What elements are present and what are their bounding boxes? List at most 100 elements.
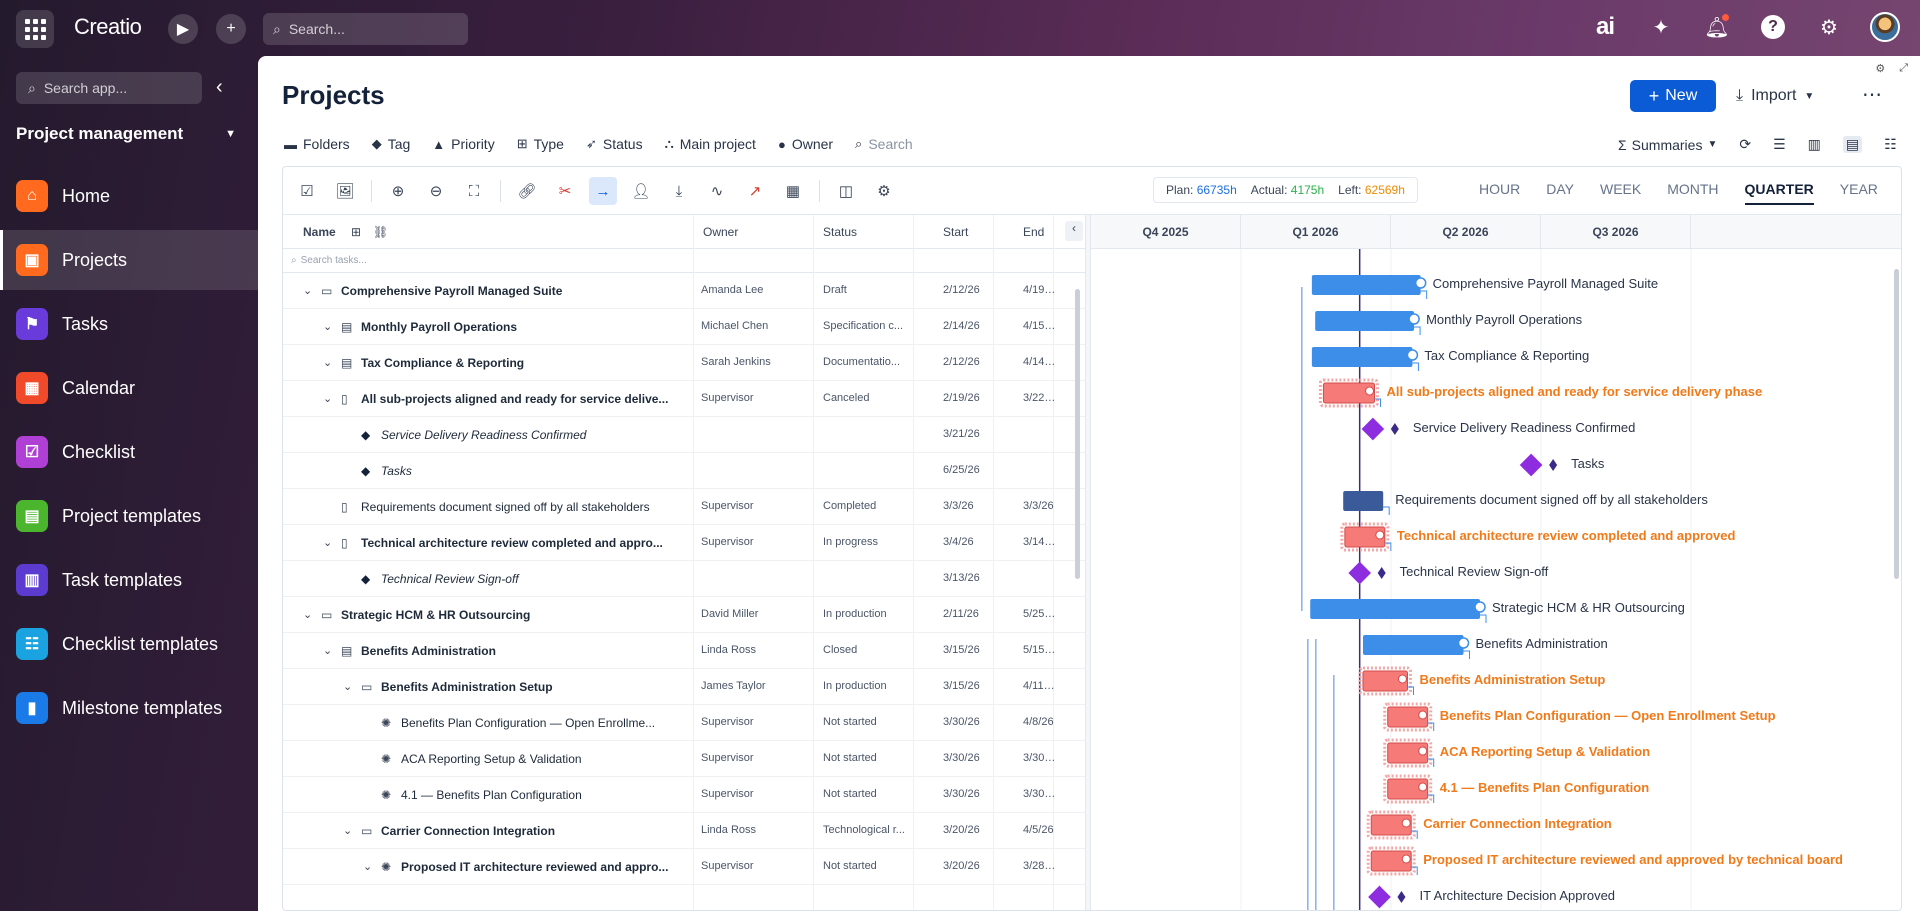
- milestone-diamond[interactable]: [1348, 561, 1371, 585]
- table-row[interactable]: ⌄ ▤ Monthly Payroll Operations Michael Chen…: [283, 309, 1085, 345]
- table-row[interactable]: ✺ ACA Reporting Setup & Validation Supervi…: [283, 741, 1085, 777]
- filter-priority[interactable]: ▲ Priority: [432, 136, 494, 152]
- link-handle[interactable]: [1365, 386, 1375, 396]
- milestone-diamond[interactable]: [1361, 417, 1385, 441]
- chevron-down-icon[interactable]: ⌄: [303, 609, 313, 621]
- table-row[interactable]: ⌄ ▤ Benefits Administration Linda Ross Close…: [283, 633, 1085, 669]
- gantt-bar-blue[interactable]: Tax Compliance & Reporting: [1311, 347, 1589, 371]
- sidebar-item-tasks[interactable]: ⚑ Tasks: [0, 294, 258, 354]
- gantt-bar-red[interactable]: Benefits Administration Setup: [1358, 666, 1605, 696]
- filter-folders[interactable]: ▬ Folders: [284, 136, 350, 152]
- milestone-diamond[interactable]: [1368, 885, 1391, 909]
- task-name[interactable]: Tax Compliance & Reporting: [361, 356, 525, 370]
- workspace-selector[interactable]: Project management ▼: [16, 124, 236, 144]
- link-handle[interactable]: [1474, 601, 1486, 613]
- chevron-down-icon[interactable]: ⌄: [323, 321, 333, 333]
- task-name[interactable]: Benefits Administration: [361, 644, 496, 658]
- bar-rect[interactable]: [1311, 275, 1421, 295]
- more-actions-button[interactable]: ⋯: [1862, 82, 1882, 107]
- notifications-button[interactable]: 🔔︎: [1702, 12, 1732, 42]
- ai-assistant-button[interactable]: ai: [1590, 12, 1620, 42]
- link-handle[interactable]: [1375, 530, 1385, 540]
- fit-screen-icon[interactable]: ⛶: [468, 182, 480, 200]
- quick-add-button[interactable]: +: [216, 14, 246, 44]
- add-column-icon[interactable]: ⊞: [351, 225, 362, 239]
- baseline-icon[interactable]: ▦: [785, 183, 801, 200]
- table-row[interactable]: ✺ 4.1 — Benefits Plan Configuration Superv…: [283, 777, 1085, 813]
- expand-icon[interactable]: ⤢: [1899, 62, 1908, 74]
- filter-type[interactable]: ⊞ Type: [517, 136, 564, 152]
- gantt-bar-blue[interactable]: Strategic HCM & HR Outsourcing: [1310, 599, 1685, 623]
- assign-owner-icon[interactable]: 👤︎: [631, 183, 651, 200]
- table-row[interactable]: ⌄ ▭ Carrier Connection Integration Linda Ro…: [283, 813, 1085, 849]
- filter-main-project[interactable]: ⛬ Main project: [665, 136, 756, 152]
- table-row[interactable]: ⌄ ▤ Tax Compliance & Reporting Sarah Jenkin…: [283, 345, 1085, 381]
- gantt-bar-red[interactable]: All sub-projects aligned and ready for s…: [1318, 378, 1762, 408]
- chevron-down-icon[interactable]: ⌄: [343, 825, 353, 837]
- bar-rect[interactable]: [1387, 742, 1429, 764]
- bar-rect[interactable]: [1344, 526, 1386, 548]
- columns-icon[interactable]: ◫: [838, 183, 854, 200]
- chevron-down-icon[interactable]: ⌄: [343, 681, 353, 693]
- sidebar-item-milestone-templates[interactable]: ▮ Milestone templates: [0, 678, 258, 738]
- chart-scrollbar[interactable]: [1894, 269, 1899, 579]
- import-button[interactable]: ⤓ Import ▼: [1736, 80, 1814, 112]
- column-end[interactable]: End: [1023, 225, 1045, 239]
- gantt-bar-red[interactable]: Technical architecture review completed …: [1340, 522, 1736, 552]
- table-row[interactable]: ◆ Service Delivery Readiness Confirmed 3/2…: [283, 417, 1085, 453]
- filter-tag[interactable]: ◆ Tag: [372, 136, 411, 152]
- task-name[interactable]: Tasks: [381, 464, 412, 478]
- select-all-icon[interactable]: ☑: [300, 183, 314, 200]
- checklist-view-icon[interactable]: ☷: [1884, 136, 1897, 152]
- table-row[interactable]: ◆ Technical Review Sign-off 3/13/26: [283, 561, 1085, 597]
- chart-view-icon[interactable]: ▥: [1807, 136, 1821, 152]
- filter-status[interactable]: ➶ Status: [586, 136, 643, 152]
- export-image-icon[interactable]: 🖼︎: [335, 183, 355, 200]
- bar-rect[interactable]: [1387, 778, 1429, 800]
- bar-rect[interactable]: [1315, 311, 1415, 331]
- gantt-view-icon[interactable]: ▤: [1842, 136, 1863, 153]
- gantt-settings-icon[interactable]: ⚙: [877, 183, 891, 200]
- link-handle[interactable]: [1401, 854, 1411, 864]
- list-view-icon[interactable]: ☰: [1773, 136, 1786, 152]
- scale-year[interactable]: YEAR: [1839, 181, 1878, 197]
- app-launcher-button[interactable]: [16, 10, 54, 48]
- trend-icon[interactable]: ↗: [748, 183, 762, 200]
- task-name[interactable]: Service Delivery Readiness Confirmed: [381, 428, 587, 442]
- gantt-bar-red[interactable]: Proposed IT architecture reviewed and ap…: [1366, 846, 1843, 876]
- column-name[interactable]: Name: [303, 225, 336, 239]
- bar-rect[interactable]: [1370, 850, 1412, 872]
- arrow-right-icon[interactable]: →: [589, 177, 617, 205]
- zoom-in-icon[interactable]: ⊕: [391, 183, 405, 200]
- link-handle[interactable]: [1401, 818, 1411, 828]
- scale-month[interactable]: MONTH: [1667, 181, 1719, 197]
- chevron-down-icon[interactable]: ⌄: [363, 861, 373, 873]
- summaries-button[interactable]: Σ Summaries ▼: [1618, 137, 1717, 153]
- task-name[interactable]: Monthly Payroll Operations: [361, 320, 518, 334]
- new-button[interactable]: + New: [1630, 80, 1716, 112]
- chevron-down-icon[interactable]: ⌄: [323, 645, 333, 657]
- collapse-sidebar-button[interactable]: ‹: [216, 76, 223, 99]
- run-process-button[interactable]: ▶: [168, 14, 198, 44]
- sidebar-item-projects[interactable]: ▣ Projects: [0, 230, 258, 290]
- gantt-bar-milestone[interactable]: Service Delivery Readiness Confirmed: [1361, 417, 1636, 441]
- task-name[interactable]: ACA Reporting Setup & Validation: [401, 752, 582, 766]
- column-status[interactable]: Status: [823, 225, 858, 239]
- link-handle[interactable]: [1414, 277, 1427, 289]
- bar-rect[interactable]: [1362, 670, 1408, 692]
- task-name[interactable]: Comprehensive Payroll Managed Suite: [341, 284, 563, 298]
- milestone-diamond[interactable]: [1519, 453, 1543, 477]
- scale-day[interactable]: DAY: [1546, 181, 1574, 197]
- link-handle[interactable]: [1418, 710, 1428, 720]
- link-handle[interactable]: [1406, 349, 1419, 361]
- task-name[interactable]: 4.1 — Benefits Plan Configuration: [401, 788, 582, 802]
- scale-quarter[interactable]: QUARTER: [1744, 181, 1814, 205]
- filter-search[interactable]: ⌕ Search: [855, 136, 913, 152]
- task-name[interactable]: Technical architecture review completed …: [361, 536, 663, 550]
- bar-rect[interactable]: [1310, 599, 1481, 619]
- download-icon[interactable]: ⤓: [675, 182, 683, 200]
- filter-owner[interactable]: ● Owner: [778, 136, 833, 152]
- critical-path-icon[interactable]: ∿: [710, 183, 724, 200]
- zoom-out-icon[interactable]: ⊖: [429, 183, 443, 200]
- task-name[interactable]: Requirements document signed off by all …: [361, 500, 650, 514]
